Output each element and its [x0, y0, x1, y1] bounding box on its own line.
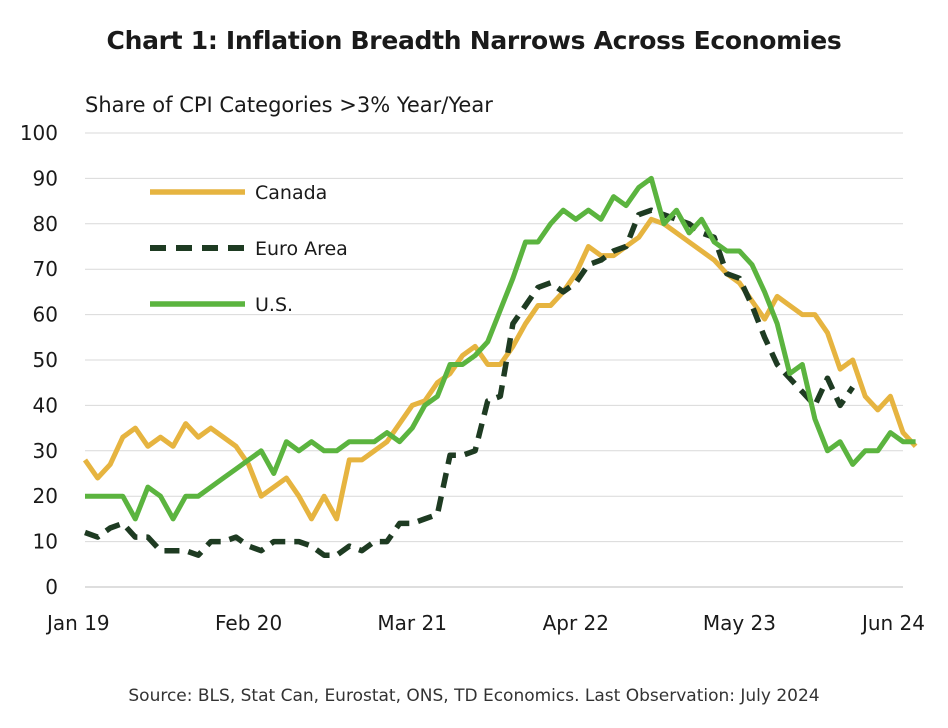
y-tick-label: 100 [20, 121, 58, 145]
x-tick-label: May 23 [703, 611, 776, 635]
y-tick-label: 40 [33, 393, 58, 417]
legend-label: Euro Area [255, 238, 348, 260]
x-tick-label: Apr 22 [543, 611, 609, 635]
y-tick-label: 70 [33, 257, 58, 281]
x-tick-label: Feb 20 [215, 611, 282, 635]
y-tick-label: 0 [45, 575, 58, 599]
series-line-canada [82, 216, 918, 522]
x-tick-label: Jan 19 [45, 611, 110, 635]
y-tick-label: 30 [33, 439, 58, 463]
y-tick-label: 20 [33, 484, 58, 508]
x-tick-label: Mar 21 [377, 611, 447, 635]
y-tick-label: 10 [33, 530, 58, 554]
y-tick-label: 50 [33, 348, 58, 372]
y-tick-label: 80 [33, 212, 58, 236]
x-tick-label: Jun 24 [860, 611, 925, 635]
series-line-u-s [85, 175, 916, 522]
y-tick-label: 90 [33, 166, 58, 190]
legend-label: Canada [255, 182, 327, 204]
legend-label: U.S. [255, 294, 293, 316]
source-note: Source: BLS, Stat Can, Eurostat, ONS, TD… [128, 686, 820, 706]
chart-title: Chart 1: Inflation Breadth Narrows Acros… [106, 26, 842, 55]
y-axis-label: Share of CPI Categories >3% Year/Year [85, 93, 493, 117]
series-line-euro-area [84, 207, 855, 558]
y-tick-label: 60 [33, 303, 58, 327]
